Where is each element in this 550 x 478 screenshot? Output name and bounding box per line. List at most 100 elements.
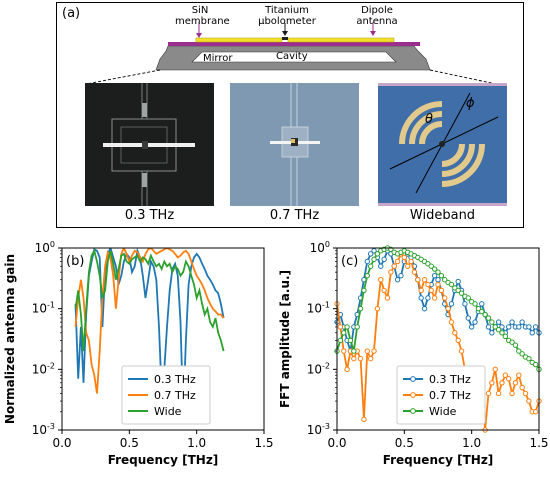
cavity-label: Cavity [276, 51, 308, 62]
data-point [411, 269, 418, 275]
dipole-label: Dipole antenna [356, 5, 398, 27]
caption-0-7-thz: 0.7 THz [269, 208, 320, 223]
data-point [448, 301, 455, 307]
data-point [357, 305, 364, 312]
phi-symbol: ϕ [466, 96, 475, 111]
data-point [421, 305, 428, 312]
data-point [381, 256, 387, 263]
data-point [502, 333, 509, 340]
data-point [384, 295, 391, 301]
x-tick-label: 0.5 [395, 436, 414, 450]
data-point [394, 277, 401, 283]
data-point [344, 324, 350, 330]
data-point [455, 337, 461, 344]
data-point [512, 380, 519, 386]
sin-membrane-layer [168, 42, 420, 46]
data-point [506, 324, 512, 330]
data-point [428, 287, 434, 294]
data-point [495, 319, 502, 325]
data-point [374, 305, 381, 312]
legend-box [396, 365, 486, 425]
data-point [485, 315, 492, 321]
data-point [378, 263, 384, 269]
data-point [398, 272, 404, 279]
data-point [532, 361, 539, 368]
bolometer-element [282, 37, 288, 40]
data-point [489, 319, 495, 325]
data-point [495, 327, 502, 333]
y-tick-label: 10-1 [307, 301, 330, 316]
panel-label: (c) [341, 254, 358, 269]
legend-entry: Wide [429, 405, 457, 418]
legend-entry: Wide [154, 405, 182, 418]
data-point [401, 254, 408, 261]
data-point [479, 301, 485, 307]
data-point [388, 269, 394, 275]
y-tick-label: 10-2 [32, 361, 55, 376]
data-point [408, 258, 414, 265]
y-tick-label: 100 [35, 240, 55, 255]
x-tick-label: 0.0 [52, 436, 71, 450]
data-point [452, 330, 458, 336]
data-point [425, 281, 431, 288]
y-tick-label: 10-3 [32, 422, 55, 437]
data-point [448, 281, 455, 288]
data-point [448, 319, 455, 325]
data-point [499, 330, 505, 336]
data-point [526, 324, 532, 330]
data-point [415, 277, 421, 283]
data-point [371, 248, 377, 254]
data-point [344, 366, 350, 373]
antenna-right-arm [287, 37, 395, 43]
data-point [495, 390, 502, 397]
data-point [381, 287, 387, 294]
chart-b: 0.0 0.5 1.0 1.5 10-3 10-2 10-1 100 Frequency [TH… [3, 240, 274, 467]
data-point [445, 305, 451, 312]
data-point [367, 355, 374, 362]
data-point [347, 337, 354, 344]
x-tick-label: 1.0 [462, 436, 481, 450]
data-point [394, 258, 401, 265]
panel-label: (b) [66, 254, 84, 269]
data-point [364, 272, 371, 279]
data-point [428, 263, 434, 269]
legend-marker [410, 376, 416, 382]
y-tick-label: 10-2 [307, 361, 330, 376]
y-axis-label: FFT amplitude [a.u.] [278, 270, 292, 408]
data-point [479, 308, 485, 315]
y-tick-label: 100 [310, 240, 330, 255]
data-point [364, 258, 371, 265]
mirror-label: Mirror [203, 53, 233, 64]
data-point [499, 324, 505, 330]
data-point [364, 348, 371, 354]
y-tick-label: 10-1 [32, 301, 55, 316]
series-line-1 [74, 248, 225, 394]
data-point [421, 277, 428, 283]
data-point [529, 330, 535, 336]
antenna-left-arm [195, 37, 283, 43]
data-point [455, 287, 461, 294]
x-tick-label: 1.5 [254, 436, 273, 450]
legend-entry: 0.3 THz [154, 373, 196, 386]
theta-symbol: θ [425, 112, 433, 127]
data-point [482, 311, 488, 318]
data-point [512, 342, 519, 348]
data-point [458, 348, 465, 354]
data-point [526, 398, 532, 404]
data-point [516, 348, 522, 354]
data-point [465, 295, 472, 301]
data-point [405, 263, 411, 269]
data-point [442, 277, 448, 283]
data-point [435, 269, 441, 275]
x-tick-label: 0.0 [327, 436, 346, 450]
chart-c: 0.0 0.5 1.0 1.5 10-3 10-2 10-1 100 Frequency [TH… [278, 240, 549, 467]
legend-entry: 0.7 THz [429, 389, 471, 402]
data-point [337, 324, 344, 330]
bolometer-label: Titanium µbolometer [258, 5, 316, 27]
data-point [526, 355, 532, 362]
data-point [341, 348, 347, 354]
data-point [485, 390, 492, 397]
data-point [431, 295, 438, 301]
data-point [337, 337, 344, 344]
plot-frame [336, 247, 540, 431]
